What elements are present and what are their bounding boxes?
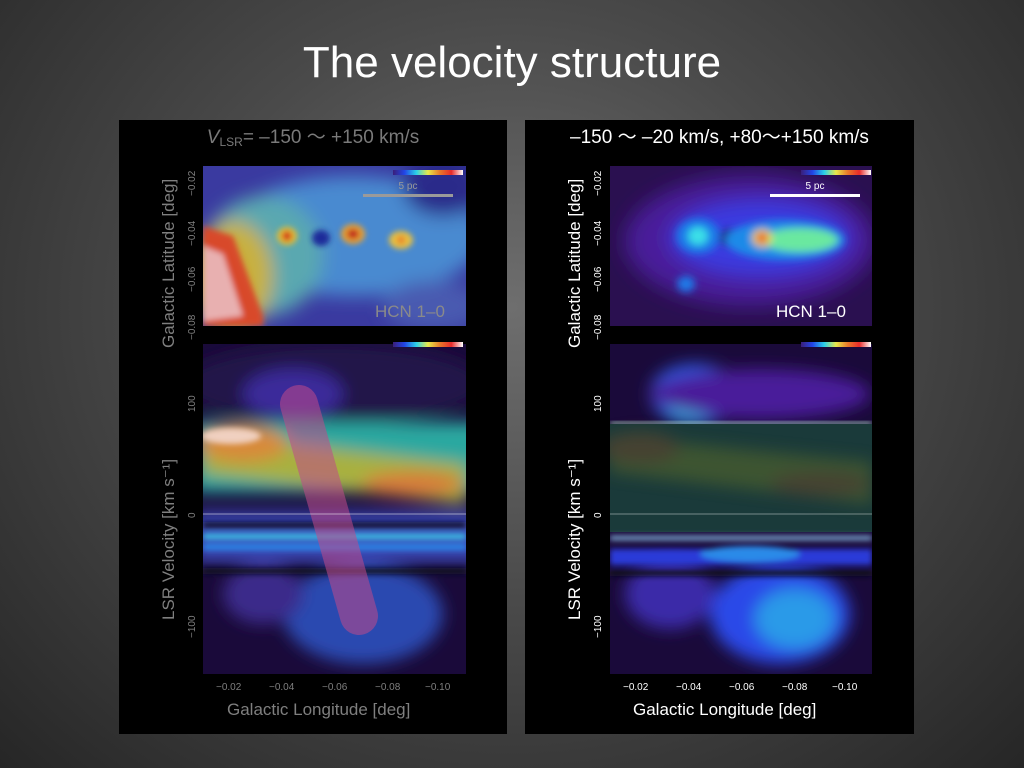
bottom-x-tick: −0.04	[676, 682, 702, 693]
top-y-tick: −0.04	[187, 220, 198, 246]
top-y-tick: −0.08	[187, 314, 198, 340]
scale-bar-label: 5 pc	[805, 181, 825, 192]
top-y-tick: −0.02	[187, 170, 198, 196]
scale-bar-label: 5 pc	[398, 181, 418, 192]
bottom-pv-diagram	[203, 344, 466, 674]
bottom-x-tick: −0.08	[375, 682, 401, 693]
bottom-y-tick: 0	[593, 512, 604, 518]
bottom-colorbar	[801, 342, 871, 347]
scale-bar	[770, 194, 860, 197]
top-y-axis-title: Galactic Latitude [deg]	[159, 178, 178, 348]
top-y-axis-title: Galactic Latitude [deg]	[565, 178, 584, 348]
bottom-y-tick: −100	[593, 615, 604, 638]
molecular-line-label: HCN 1–0	[375, 302, 445, 321]
bottom-x-tick: −0.10	[832, 682, 858, 693]
velocity-subscript: LSR	[219, 135, 243, 149]
bottom-y-axis-title: LSR Velocity [km s⁻¹]	[565, 458, 584, 620]
bottom-y-tick: 100	[593, 395, 604, 412]
bottom-x-axis-title: Galactic Longitude [deg]	[633, 700, 817, 719]
bottom-y-tick: −100	[187, 615, 198, 638]
scale-bar	[363, 194, 453, 197]
top-y-tick: −0.02	[593, 170, 604, 196]
slide-title: The velocity structure	[302, 38, 722, 87]
top-colorbar	[393, 170, 463, 175]
bottom-x-axis-title: Galactic Longitude [deg]	[227, 700, 411, 719]
top-y-tick: −0.06	[187, 266, 198, 292]
bottom-x-tick: −0.02	[623, 682, 649, 693]
highlight-band	[280, 385, 378, 635]
bottom-x-tick: −0.06	[322, 682, 348, 693]
right-figure-panel: –150 〜 –20 km/s, +80〜+150 km/s	[525, 120, 914, 734]
left-figure-panel: VLSR= –150 〜 +150 km/s	[119, 120, 507, 734]
velocity-range-caption: –150 〜 –20 km/s, +80〜+150 km/s	[570, 127, 869, 148]
bottom-x-tick: −0.08	[782, 682, 808, 693]
velocity-symbol: V	[206, 127, 220, 148]
top-intensity-map	[610, 166, 872, 326]
bottom-y-axis-title: LSR Velocity [km s⁻¹]	[159, 458, 178, 620]
top-y-tick: −0.04	[593, 220, 604, 246]
top-intensity-map	[203, 166, 466, 326]
bottom-x-tick: −0.06	[729, 682, 755, 693]
top-y-tick: −0.08	[593, 314, 604, 340]
molecular-line-label: HCN 1–0	[776, 302, 846, 321]
top-colorbar	[801, 170, 871, 175]
bottom-pv-diagram	[610, 344, 872, 674]
velocity-range-caption: VLSR= –150 〜 +150 km/s	[119, 122, 507, 149]
bottom-y-tick: 0	[187, 512, 198, 518]
bottom-colorbar	[393, 342, 463, 347]
velocity-range-text: = –150 〜 +150 km/s	[242, 127, 420, 148]
bottom-y-tick: 100	[187, 395, 198, 412]
bottom-x-tick: −0.04	[269, 682, 295, 693]
bottom-x-tick: −0.10	[425, 682, 451, 693]
top-y-tick: −0.06	[593, 266, 604, 292]
bottom-x-tick: −0.02	[216, 682, 242, 693]
